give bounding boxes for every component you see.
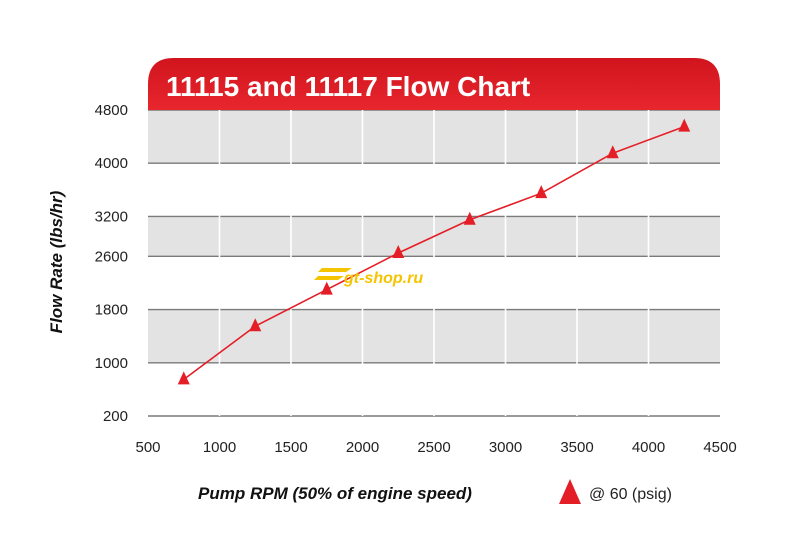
x-tick-label: 4500 <box>703 439 736 456</box>
x-tick-label: 2500 <box>417 439 450 456</box>
data-point-triangle <box>678 118 691 132</box>
x-tick-label: 1500 <box>274 439 307 456</box>
y-axis-label: Flow Rate (lbs/hr) <box>47 190 66 333</box>
y-tick-label: 4800 <box>95 102 128 119</box>
chart-title: 11115 and 11117 Flow Chart <box>166 71 530 102</box>
x-tick-label: 4000 <box>632 439 665 456</box>
data-point-triangle <box>606 145 619 159</box>
x-tick-label: 3500 <box>560 439 593 456</box>
y-tick-label: 2600 <box>95 248 128 265</box>
legend-triangle-icon <box>559 479 581 504</box>
watermark-text: gt-shop.ru <box>343 270 423 287</box>
x-tick-label: 3000 <box>489 439 522 456</box>
series-line <box>183 125 685 381</box>
watermark-swoosh <box>314 268 352 280</box>
x-axis-label: Pump RPM (50% of engine speed) <box>198 484 472 503</box>
y-tick-label: 200 <box>103 408 128 425</box>
legend-label: @ 60 (psig) <box>589 486 672 503</box>
data-point-triangle <box>463 211 476 225</box>
data-point-triangle <box>320 281 333 295</box>
x-tick-label: 2000 <box>346 439 379 456</box>
watermark-logo: gt-shop.ru <box>314 268 423 287</box>
data-point-triangle <box>535 185 548 199</box>
y-tick-labels: 200 1000 1800 2600 3200 4000 4800 <box>95 102 128 425</box>
y-tick-label: 3200 <box>95 208 128 225</box>
legend: @ 60 (psig) <box>559 479 672 504</box>
data-point-triangle <box>392 245 405 259</box>
y-tick-label: 1800 <box>95 302 128 319</box>
series-layer <box>177 118 691 385</box>
data-point-triangle <box>249 318 262 332</box>
y-tick-label: 4000 <box>95 155 128 172</box>
y-tick-label: 1000 <box>95 355 128 372</box>
x-tick-label: 500 <box>135 439 160 456</box>
x-tick-label: 1000 <box>203 439 236 456</box>
title-banner <box>148 58 720 110</box>
data-point-triangle <box>177 371 190 385</box>
x-tick-labels: 500 1000 1500 2000 2500 3000 3500 4000 4500 <box>135 439 736 456</box>
